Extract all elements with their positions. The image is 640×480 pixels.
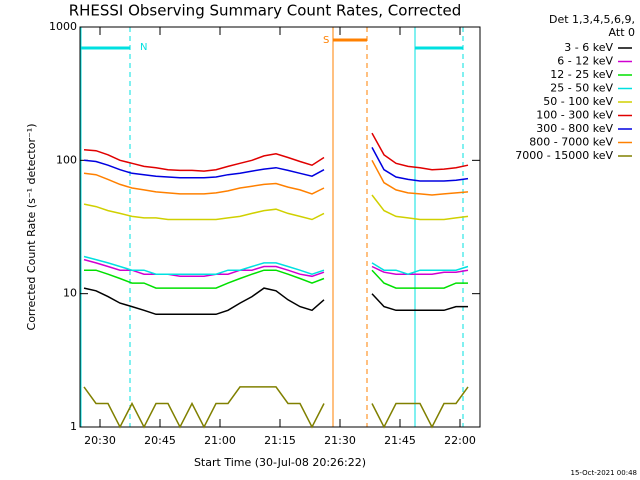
legend-label: 6 - 12 keV	[557, 55, 613, 68]
legend-title: Att 0	[609, 26, 635, 39]
x-tick-label: 21:15	[264, 434, 296, 447]
x-tick-label: 20:30	[84, 434, 116, 447]
y-tick-label: 10	[63, 287, 77, 300]
x-tick-label: 21:30	[324, 434, 356, 447]
legend-label: 12 - 25 keV	[550, 68, 613, 81]
legend-label: 25 - 50 keV	[550, 82, 613, 95]
y-tick-label: 1000	[49, 20, 77, 33]
x-tick-label: 21:00	[204, 434, 236, 447]
x-tick-label: 20:45	[144, 434, 176, 447]
series-line	[83, 147, 469, 182]
y-axis-label: Corrected Count Rate (s⁻¹ detector⁻¹)	[25, 124, 38, 331]
series-line	[84, 269, 468, 289]
series-line	[83, 255, 469, 275]
series-line	[83, 194, 469, 221]
night-label: N	[140, 42, 147, 53]
series-line	[83, 159, 469, 196]
saa-label: S	[323, 35, 329, 46]
x-axis-label: Start Time (30-Jul-08 20:26:22)	[194, 456, 366, 469]
y-tick-label: 1	[70, 420, 77, 433]
legend-label: 300 - 800 keV	[536, 122, 613, 135]
y-tick-label: 100	[56, 153, 77, 166]
legend-label: 7000 - 15000 keV	[515, 149, 613, 162]
legend-label: 100 - 300 keV	[536, 109, 613, 122]
series-line	[83, 132, 469, 172]
footer: 15-Oct-2021 00:48	[571, 469, 637, 477]
legend-label: 800 - 7000 keV	[529, 136, 613, 149]
x-tick-label: 21:45	[384, 434, 416, 447]
legend-label: 3 - 6 keV	[564, 41, 613, 54]
chart-title: RHESSI Observing Summary Count Rates, Co…	[69, 2, 462, 20]
x-tick-label: 22:00	[444, 434, 476, 447]
series-line	[83, 287, 468, 316]
series-line	[83, 386, 469, 429]
plot-frame	[79, 26, 481, 428]
series-line	[83, 258, 469, 278]
legend-title: Det 1,3,4,5,6,9,	[549, 13, 635, 26]
legend-label: 50 - 100 keV	[543, 95, 613, 108]
